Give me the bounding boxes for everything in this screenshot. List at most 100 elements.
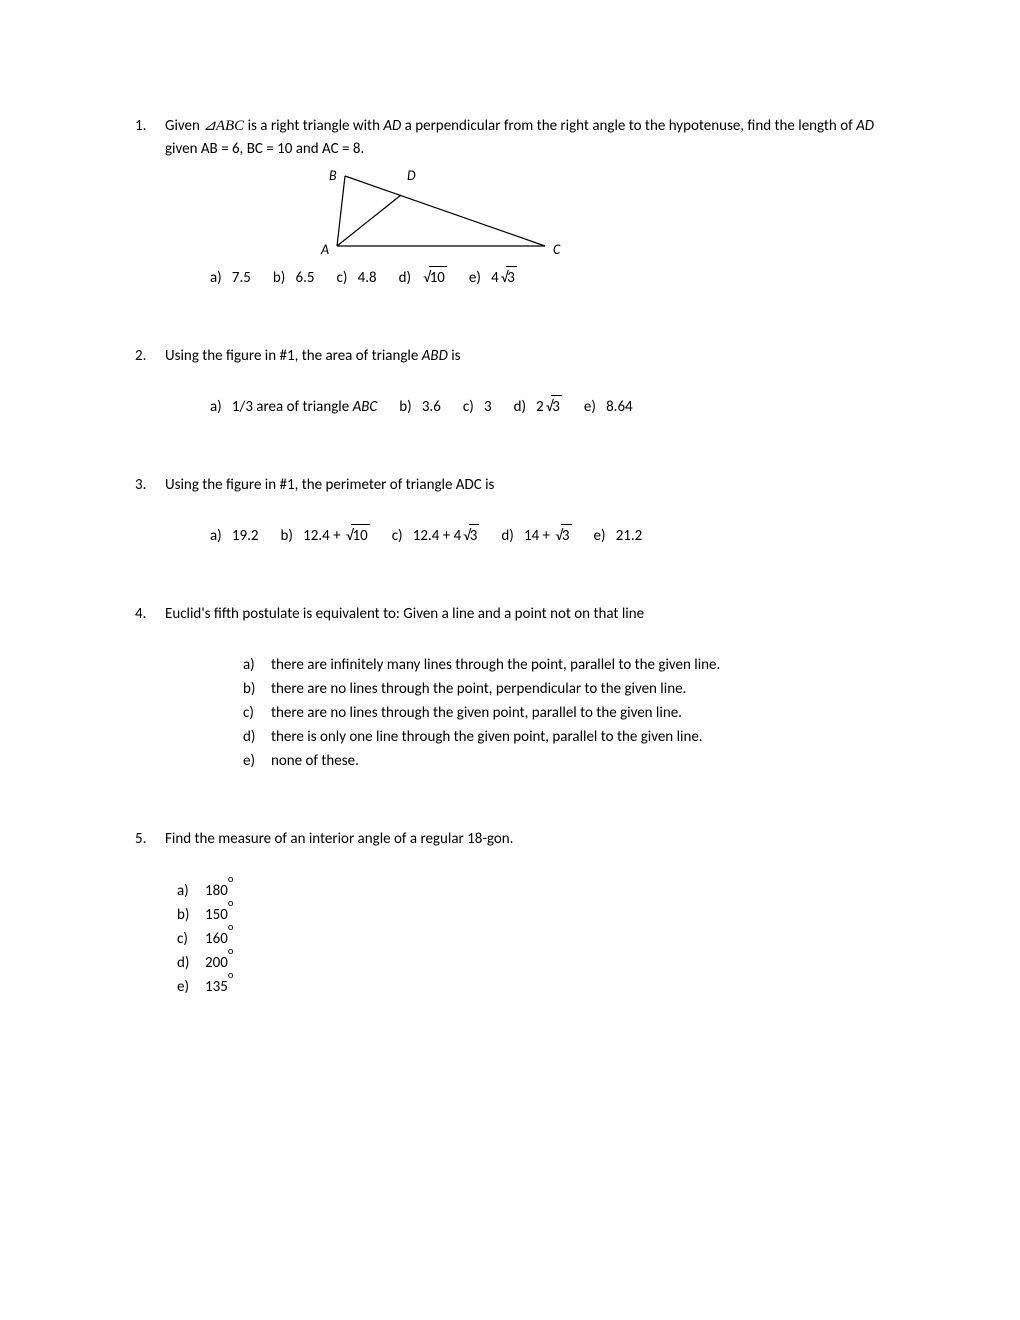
q1-text-a: Given xyxy=(165,117,203,135)
answer-label: c) xyxy=(337,269,358,287)
q5-text: Find the measure of an interior angle of… xyxy=(165,830,513,848)
svg-text:D: D xyxy=(407,168,416,184)
answer-label: a) xyxy=(210,269,232,287)
sqrt: √3 xyxy=(544,395,562,419)
option-label: b) xyxy=(243,677,271,701)
question-1: 1. Given ⊿ABC is a right triangle with A… xyxy=(135,115,905,290)
option-label: d) xyxy=(177,951,205,975)
question-body: Given ⊿ABC is a right triangle with AD a… xyxy=(165,115,905,290)
option-value: there are no lines through the given poi… xyxy=(271,701,682,725)
sqrt: √10 xyxy=(344,524,370,548)
answer-label: e) xyxy=(584,398,606,416)
q1-answers: a) 7.5 b) 6.5 c) 4.8 d) √10 e) 4√3 xyxy=(210,266,905,290)
answer-prefix: 12.4 + xyxy=(303,527,344,545)
option-value: 200 xyxy=(205,951,228,975)
option-value: 160 xyxy=(205,927,228,951)
answer-value: 19.2 xyxy=(232,527,259,545)
q1-abc: ABC xyxy=(216,118,244,134)
svg-text:B: B xyxy=(329,168,337,184)
question-number: 2. xyxy=(135,345,165,368)
question-number: 3. xyxy=(135,474,165,497)
question-5: 5. Find the measure of an interior angle… xyxy=(135,828,905,999)
option-label: a) xyxy=(177,879,205,903)
question-list: 1. Given ⊿ABC is a right triangle with A… xyxy=(135,115,905,999)
svg-text:A: A xyxy=(320,241,329,258)
q3-answers: a) 19.2b) 12.4 + √10c) 12.4 + 4√3d) 14 +… xyxy=(210,524,905,548)
q3-text: Using the figure in #1, the perimeter of… xyxy=(165,476,494,494)
question-2: 2. Using the figure in #1, the area of t… xyxy=(135,345,905,419)
answer-label: e) xyxy=(594,527,616,545)
answer-value: 21.2 xyxy=(616,527,643,545)
answer-label: b) xyxy=(273,269,296,287)
sqrt: √3 xyxy=(553,524,571,548)
answer-value: 4.8 xyxy=(358,269,377,287)
q2-answers: a) 1/3 area of triangle ABCb) 3.6c) 3d) … xyxy=(210,395,905,419)
answer-prefix: 2 xyxy=(536,398,544,416)
question-3: 3. Using the figure in #1, the perimeter… xyxy=(135,474,905,548)
question-body: Using the figure in #1, the area of tria… xyxy=(165,345,905,419)
q1-text-d: given AB = 6, BC = 10 and AC = 8. xyxy=(165,140,364,158)
option-value: 135 xyxy=(205,975,228,999)
question-number: 4. xyxy=(135,603,165,626)
q1-ad1: AD xyxy=(383,117,401,135)
option-label: b) xyxy=(177,903,205,927)
question-number: 1. xyxy=(135,115,165,138)
question-body: Euclid's fifth postulate is equivalent t… xyxy=(165,603,905,774)
option-item: d)200o xyxy=(177,951,905,975)
q2-text-a: Using the figure in #1, the area of tria… xyxy=(165,347,422,365)
option-item: b)150o xyxy=(177,903,905,927)
answer-label: d) xyxy=(514,398,537,416)
option-item: e)135o xyxy=(177,975,905,999)
q2-abd: ABD xyxy=(422,347,448,365)
question-body: Using the figure in #1, the perimeter of… xyxy=(165,474,905,548)
sqrt: √10 xyxy=(421,266,447,290)
answer-label: b) xyxy=(281,527,304,545)
q2-text-b: is xyxy=(448,347,461,365)
sqrt: √3 xyxy=(499,266,517,290)
option-value: there are infinitely many lines through … xyxy=(271,653,720,677)
option-item: a)180o xyxy=(177,879,905,903)
q4-options: a)there are infinitely many lines throug… xyxy=(243,653,905,773)
q5-options: a)180ob)150oc)160od)200oe)135o xyxy=(177,879,905,999)
triangle-svg: A B C D xyxy=(315,168,585,258)
q1-text-c: a perpendicular from the right angle to … xyxy=(401,117,856,135)
answer-label: c) xyxy=(392,527,413,545)
option-item: d)there is only one line through the giv… xyxy=(243,725,905,749)
answer-value: 8.64 xyxy=(606,398,633,416)
option-value: none of these. xyxy=(271,749,359,773)
option-label: c) xyxy=(177,927,205,951)
answer-value: 3.6 xyxy=(422,398,441,416)
sqrt: √3 xyxy=(461,524,479,548)
answer-prefix: 12.4 + 4 xyxy=(413,527,461,545)
answer-label: d) xyxy=(399,269,422,287)
q1-text-b: is a right triangle with xyxy=(244,117,383,135)
question-body: Find the measure of an interior angle of… xyxy=(165,828,905,999)
answer-label: e) xyxy=(469,269,491,287)
q4-text: Euclid's fifth postulate is equivalent t… xyxy=(165,605,644,623)
answer-value-italic: ABC xyxy=(353,398,378,416)
option-item: a)there are infinitely many lines throug… xyxy=(243,653,905,677)
answer-label: b) xyxy=(399,398,422,416)
option-label: d) xyxy=(243,725,271,749)
option-item: e)none of these. xyxy=(243,749,905,773)
answer-label: a) xyxy=(210,398,232,416)
option-item: c)there are no lines through the given p… xyxy=(243,701,905,725)
option-item: b)there are no lines through the point, … xyxy=(243,677,905,701)
page: 1. Given ⊿ABC is a right triangle with A… xyxy=(0,0,1020,1320)
option-label: c) xyxy=(243,701,271,725)
option-item: c)160o xyxy=(177,927,905,951)
answer-value: 1/3 area of triangle xyxy=(232,398,353,416)
question-number: 5. xyxy=(135,828,165,851)
answer-label: d) xyxy=(501,527,524,545)
option-value: 180 xyxy=(205,879,228,903)
answer-prefix: 4 xyxy=(491,269,499,287)
delta-symbol: ⊿ xyxy=(203,118,216,134)
option-value: 150 xyxy=(205,903,228,927)
svg-text:C: C xyxy=(553,241,561,258)
option-value: there are no lines through the point, pe… xyxy=(271,677,686,701)
answer-value: 6.5 xyxy=(296,269,315,287)
q1-ad2: AD xyxy=(856,117,874,135)
answer-label: a) xyxy=(210,527,232,545)
answer-value: 7.5 xyxy=(232,269,251,287)
option-label: e) xyxy=(243,749,271,773)
